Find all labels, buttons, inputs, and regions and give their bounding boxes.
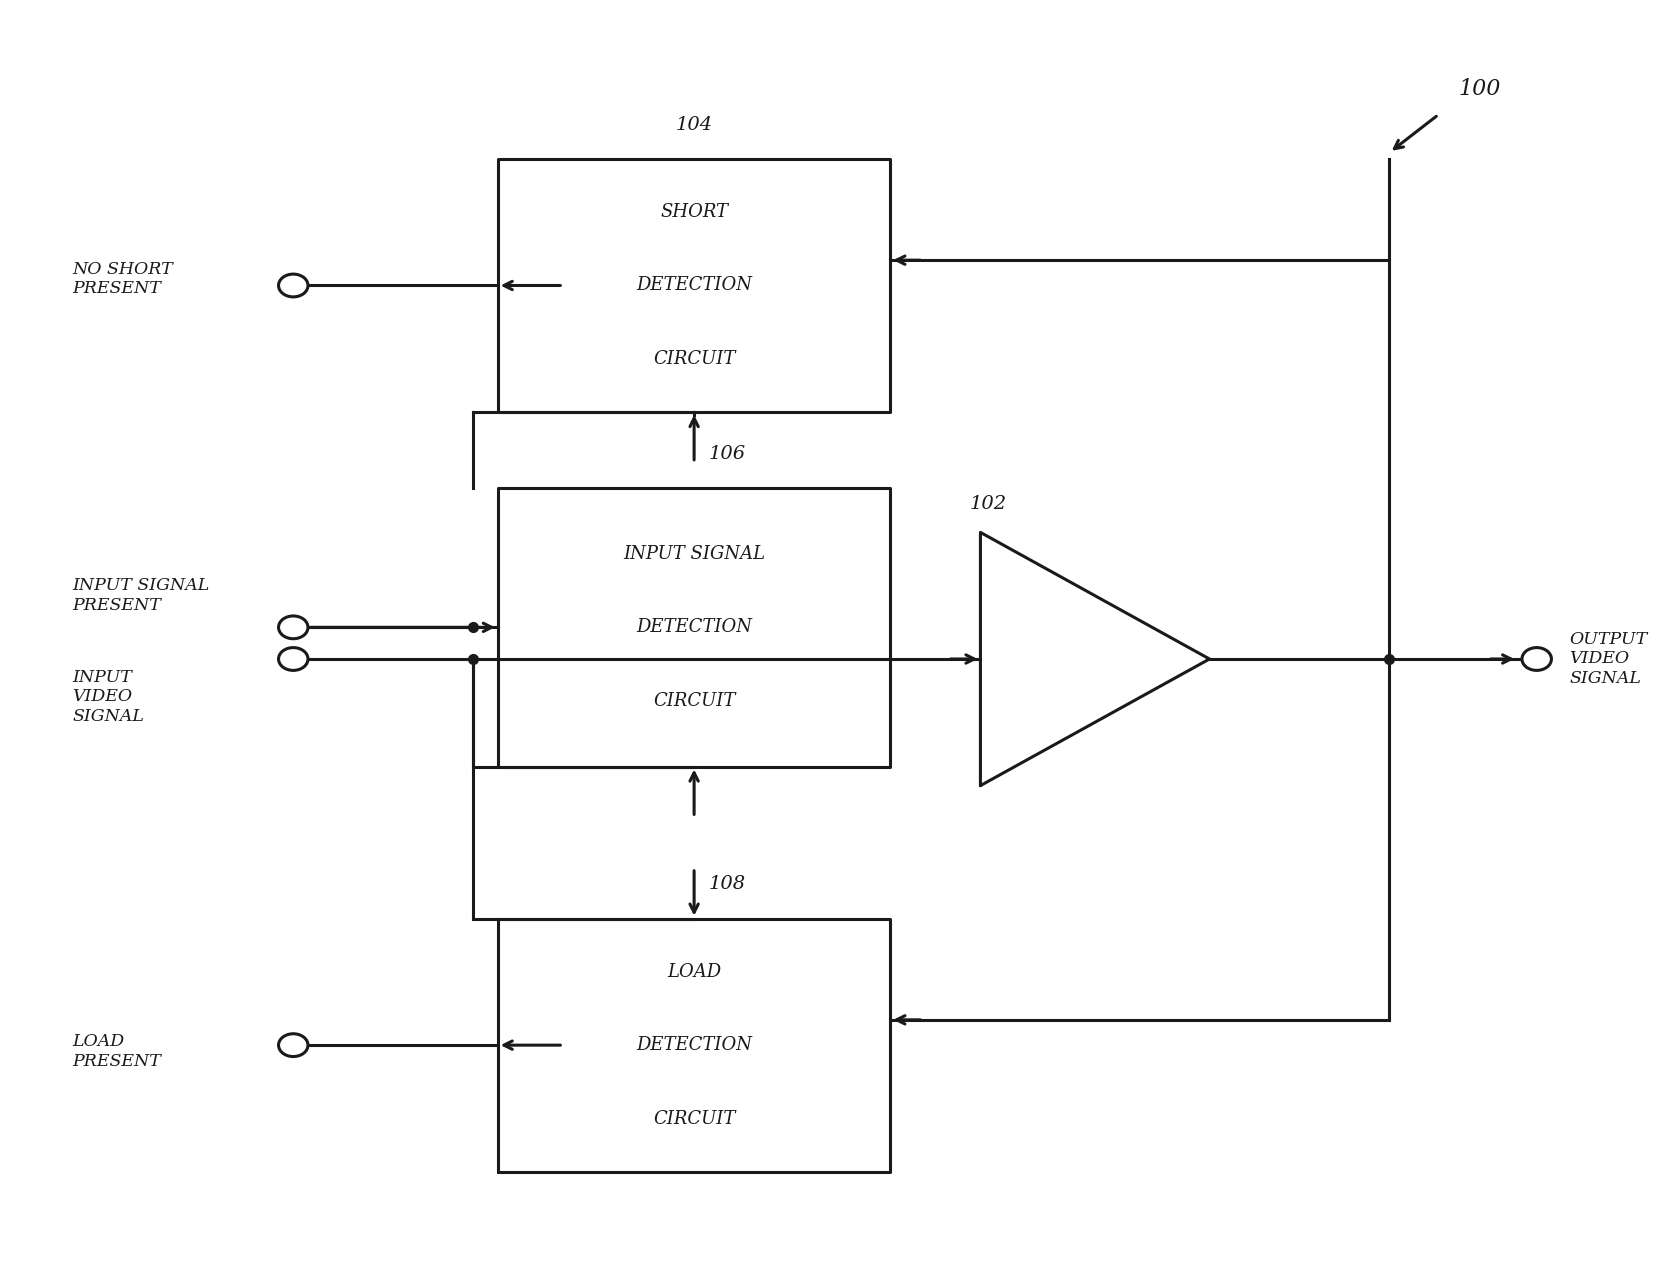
Text: NO SHORT
PRESENT: NO SHORT PRESENT <box>72 261 174 297</box>
Text: LOAD
PRESENT: LOAD PRESENT <box>72 1033 162 1070</box>
Text: OUTPUT
VIDEO
SIGNAL: OUTPUT VIDEO SIGNAL <box>1570 631 1648 687</box>
Text: SHORT: SHORT <box>660 204 728 221</box>
Text: DETECTION: DETECTION <box>636 276 752 294</box>
Text: CIRCUIT: CIRCUIT <box>653 691 735 710</box>
Text: INPUT SIGNAL: INPUT SIGNAL <box>623 545 765 563</box>
Text: 108: 108 <box>708 876 745 893</box>
Text: 106: 106 <box>708 444 745 463</box>
Text: INPUT
VIDEO
SIGNAL: INPUT VIDEO SIGNAL <box>72 669 144 724</box>
Text: CIRCUIT: CIRCUIT <box>653 1110 735 1128</box>
Text: 104: 104 <box>676 115 713 133</box>
Text: LOAD: LOAD <box>666 963 721 980</box>
Text: CIRCUIT: CIRCUIT <box>653 349 735 367</box>
Text: INPUT SIGNAL
PRESENT: INPUT SIGNAL PRESENT <box>72 577 210 614</box>
Text: DETECTION: DETECTION <box>636 618 752 636</box>
Text: DETECTION: DETECTION <box>636 1036 752 1055</box>
Text: 100: 100 <box>1458 78 1501 100</box>
Text: 102: 102 <box>970 495 1007 513</box>
